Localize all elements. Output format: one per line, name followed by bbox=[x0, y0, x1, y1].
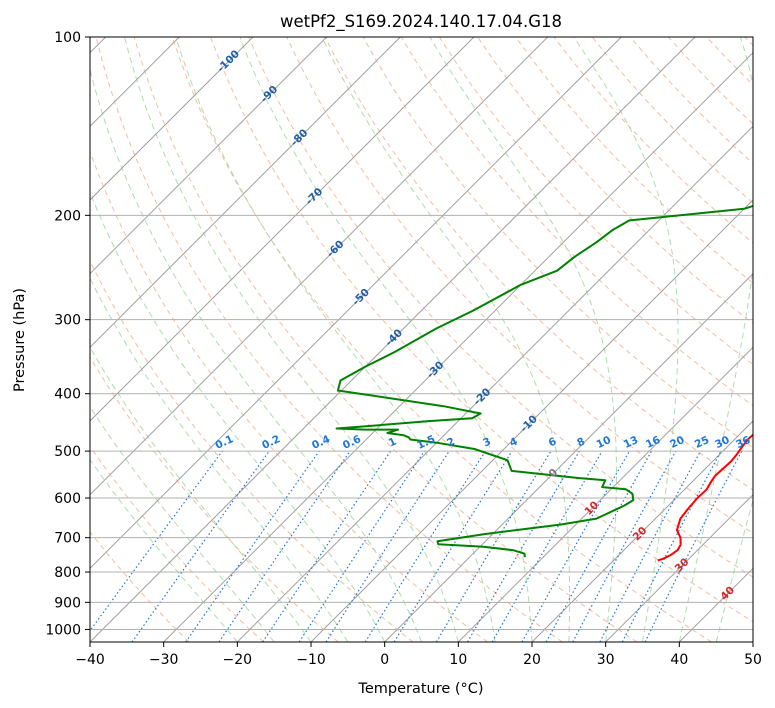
y-tick-label: 300 bbox=[54, 313, 81, 329]
mixing-ratio-label: 36 bbox=[734, 434, 752, 451]
moist-adiabat bbox=[90, 67, 422, 642]
dry-adiabat bbox=[210, 37, 753, 623]
moist-adiabat bbox=[175, 37, 496, 642]
mixing-ratio-line bbox=[90, 450, 223, 632]
isotherm bbox=[90, 37, 549, 496]
isotherm bbox=[90, 37, 254, 201]
mixing-ratio-label: 6 bbox=[547, 436, 559, 450]
isotherm bbox=[90, 37, 622, 570]
mixing-ratio-label: 2 bbox=[445, 436, 457, 450]
isotherm bbox=[310, 199, 753, 642]
moist-adiabat bbox=[321, 37, 571, 642]
isotherm bbox=[90, 37, 696, 642]
dry-adiabat bbox=[90, 150, 488, 642]
moist-adiabat bbox=[90, 277, 349, 642]
mixing-ratio-line bbox=[131, 450, 270, 642]
mixing-ratio-label: 1 bbox=[387, 436, 399, 450]
mixing-ratio-label: 30 bbox=[713, 434, 731, 451]
isotherm bbox=[236, 125, 753, 642]
moist-adiabat bbox=[715, 498, 753, 642]
mixing-ratio-line bbox=[262, 450, 392, 642]
mixing-ratio-line bbox=[521, 450, 631, 642]
x-tick-label: −30 bbox=[149, 652, 179, 668]
mixing-ratio-label: 3 bbox=[481, 436, 493, 450]
isotherm bbox=[90, 37, 328, 275]
isotherm bbox=[605, 493, 753, 642]
y-axis-label: Pressure (hPa) bbox=[12, 288, 28, 392]
moist-adiabat bbox=[90, 405, 275, 642]
isotherm bbox=[531, 420, 753, 642]
dry-adiabat bbox=[515, 37, 753, 284]
y-axis-ticks: 100 200 300 400 500 600 700 800 900 1000 bbox=[45, 30, 90, 638]
x-tick-label: −20 bbox=[223, 652, 253, 668]
mixing-ratio-label: 25 bbox=[693, 434, 711, 451]
plot-frame bbox=[89, 36, 754, 643]
isotherm bbox=[457, 346, 753, 642]
mixing-ratio-label: 10 bbox=[595, 434, 613, 451]
mixing-ratio-label: 13 bbox=[622, 434, 640, 451]
dry-adiabat bbox=[248, 37, 753, 578]
x-tick-label: 20 bbox=[523, 652, 541, 668]
dry-adiabat bbox=[133, 37, 638, 642]
x-tick-label: 0 bbox=[380, 652, 389, 668]
y-tick-label: 1000 bbox=[45, 622, 81, 638]
mixing-ratio-line bbox=[572, 450, 677, 642]
x-tick-label: 40 bbox=[670, 652, 688, 668]
dry-adiabat bbox=[95, 37, 563, 642]
background-lines bbox=[90, 37, 753, 642]
y-tick-label: 600 bbox=[54, 491, 81, 507]
mixing-ratio-label: 16 bbox=[644, 434, 662, 451]
moist-adiabat bbox=[429, 37, 617, 642]
mixing-ratio-label: 8 bbox=[575, 436, 587, 450]
y-tick-label: 100 bbox=[54, 30, 81, 46]
mixing-ratio-line bbox=[545, 450, 653, 642]
mixing-ratio-line bbox=[218, 450, 351, 642]
profiles bbox=[335, 204, 753, 562]
chart-title: wetPf2_S169.2024.140.17.04.G18 bbox=[280, 12, 562, 32]
x-axis-ticks: −40 −30 −20 −10 0 10 20 30 40 50 bbox=[75, 642, 762, 668]
y-tick-label: 700 bbox=[54, 531, 81, 547]
dry-adiabat bbox=[171, 37, 712, 642]
x-tick-label: 10 bbox=[449, 652, 467, 668]
mixing-ratio-line bbox=[644, 450, 743, 642]
dry-adiabat bbox=[438, 37, 753, 366]
moist-adiabat bbox=[573, 37, 679, 642]
x-axis-label: Temperature (°C) bbox=[357, 681, 483, 697]
x-tick-label: −10 bbox=[296, 652, 326, 668]
moist-adiabat bbox=[678, 37, 753, 642]
y-tick-label: 800 bbox=[54, 565, 81, 581]
moist-adiabat bbox=[90, 458, 238, 642]
mixing-ratio-label: 4 bbox=[508, 436, 520, 450]
dry-adiabat bbox=[90, 445, 264, 642]
moist-adiabat bbox=[90, 190, 386, 642]
y-tick-label: 400 bbox=[54, 387, 81, 403]
mixing-ratio-line bbox=[298, 450, 425, 642]
dewpoint-line bbox=[335, 204, 753, 558]
y-tick-label: 900 bbox=[54, 595, 81, 611]
mixing-ratio-line bbox=[325, 450, 450, 642]
y-tick-label: 200 bbox=[54, 208, 81, 224]
isotherm bbox=[384, 272, 753, 642]
isotherm bbox=[90, 37, 401, 349]
isotherm bbox=[90, 37, 475, 422]
temperature-line bbox=[657, 433, 753, 562]
mixing-ratio-line bbox=[185, 450, 320, 642]
isotherm bbox=[163, 51, 753, 642]
x-tick-label: −40 bbox=[75, 652, 105, 668]
dry-adiabat bbox=[90, 356, 339, 642]
dry-adiabat bbox=[400, 37, 753, 407]
pressure-gridlines bbox=[90, 37, 753, 630]
mixing-ratio-label: 20 bbox=[668, 434, 686, 451]
y-tick-label: 500 bbox=[54, 444, 81, 460]
moist-adiabat bbox=[124, 37, 459, 642]
x-tick-label: 30 bbox=[597, 652, 615, 668]
mixing-ratio-line bbox=[393, 450, 513, 642]
dry-adiabat bbox=[90, 531, 190, 642]
x-tick-label: 50 bbox=[744, 652, 762, 668]
moist-adiabat bbox=[239, 37, 533, 642]
